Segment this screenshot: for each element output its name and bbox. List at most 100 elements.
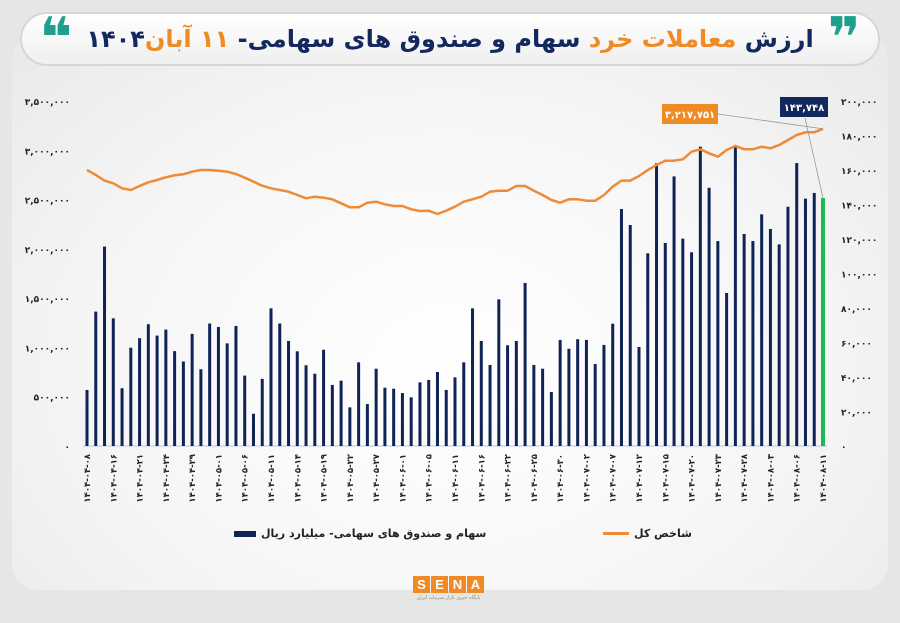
right-axis-tick: ۱۸۰,۰۰۰ [841,133,877,143]
bar [146,324,150,446]
bar [690,252,694,446]
left-axis-tick: ۲,۰۰۰,۰۰۰ [25,246,70,256]
bar [479,340,483,446]
bar [435,371,439,446]
bar-annotation-leader [804,117,824,199]
left-axis-tick: ۰ [65,443,71,453]
x-axis-tick: ۱۴۰۴-۰۶-۳۰ [556,454,566,503]
bar [199,369,203,446]
x-axis-tick: ۱۴۰۴-۰۷-۲۰ [688,454,698,503]
x-axis-tick: ۱۴۰۴-۰۷-۰۷ [609,453,619,502]
bar [322,349,326,446]
x-axis-tick: ۱۴۰۴-۰۷-۱۲ [635,453,645,502]
bar [383,387,387,446]
bar [427,379,431,446]
bar [216,326,220,446]
bar [733,147,737,447]
left-axis-tick: ۲,۵۰۰,۰۰۰ [25,197,70,207]
bar [471,308,475,446]
bar [628,225,632,446]
bar [707,187,711,446]
left-axis-tick: ۳,۰۰۰,۰۰۰ [25,147,70,157]
bar [681,238,685,446]
bar [672,176,676,446]
bar [567,348,571,446]
x-axis-tick: ۱۴۰۴-۰۵-۱۹ [320,453,330,502]
bar [287,340,291,446]
x-axis-tick: ۱۴۰۴-۰۵-۱۴ [293,454,303,503]
legend-bar-swatch [234,530,256,537]
bar [304,365,308,446]
bar [129,347,133,446]
x-axis-tick: ۱۴۰۴-۰۶-۲۲ [504,453,514,502]
bar-latest [821,198,825,446]
bar [523,282,527,446]
x-axis-tick: ۱۴۰۴-۰۵-۲۲ [346,453,356,502]
bar-annotation-box [780,97,828,117]
bar [768,228,772,446]
bar [392,388,396,446]
line-annotation-label: ۳,۲۱۷,۷۵۱ [665,110,715,121]
bar [357,362,361,446]
logo-letter: E [431,576,448,593]
title-year: ۱۴۰۴ [86,25,145,53]
bar [514,340,518,446]
bar [655,163,659,446]
title-part: ارزش [736,25,814,53]
line-annotation-box [662,104,718,124]
x-axis-tick: ۱۴۰۴-۰۷-۰۲ [582,453,592,502]
x-axis-tick: ۱۴۰۴-۰۸-۰۶ [793,454,803,503]
right-axis-tick: ۲۰,۰۰۰ [841,409,872,419]
bar [716,241,720,446]
quote-close-icon: ❞ [827,14,861,64]
bar [260,378,264,446]
bar [138,338,142,446]
bar [164,329,168,446]
x-axis-tick: ۱۴۰۴-۰۴-۰۸ [83,453,93,502]
bar [269,308,273,446]
bar [418,382,422,446]
legend-line: شاخص کل [603,527,692,540]
right-axis-tick: ۱۰۰,۰۰۰ [841,271,877,281]
bar [611,323,615,446]
bar [760,214,764,446]
right-axis-tick: ۱۴۰,۰۰۰ [841,202,877,212]
x-axis-tick: ۱۴۰۴-۰۶-۱۱ [451,454,461,503]
bar [251,413,255,446]
x-axis-tick: ۱۴۰۴-۰۶-۰۱ [398,454,408,503]
bar [497,299,501,446]
x-axis-tick: ۱۴۰۴-۰۵-۰۱ [214,454,224,503]
bar [803,198,807,446]
bar [532,364,536,446]
bar [725,292,729,446]
index-line [86,127,824,216]
bar [365,404,369,446]
bar-annotation-label: ۱۴۳,۷۴۸ [784,103,824,114]
bar [584,339,588,446]
title-banner: ❝ ارزش معاملات خرد سهام و صندوق های سهام… [20,12,880,66]
bar [94,311,98,446]
bar [339,380,343,446]
bar [330,384,334,446]
bar [374,368,378,446]
bar [549,392,553,446]
x-axis-tick: ۱۴۰۴-۰۴-۲۹ [188,453,198,502]
x-axis-tick: ۱۴۰۴-۰۵-۱۱ [267,454,277,503]
bar [698,146,702,446]
bar [278,323,282,446]
sena-logo: S E N A پایگاه خبری بازار سرمایه ایران [413,576,484,601]
bar [208,323,212,446]
x-axis-tick: ۱۴۰۴-۰۵-۰۶ [241,454,251,503]
bar [576,339,580,446]
bar [225,343,229,446]
title-highlight: معاملات خرد [588,25,737,53]
right-axis-tick: ۰ [841,443,847,453]
bar [313,373,317,446]
bar [558,339,562,446]
bar [400,393,404,446]
bar [619,208,623,446]
chart-card [12,34,888,590]
bar [506,345,510,446]
x-axis-tick: ۱۴۰۴-۰۵-۲۷ [372,453,382,502]
